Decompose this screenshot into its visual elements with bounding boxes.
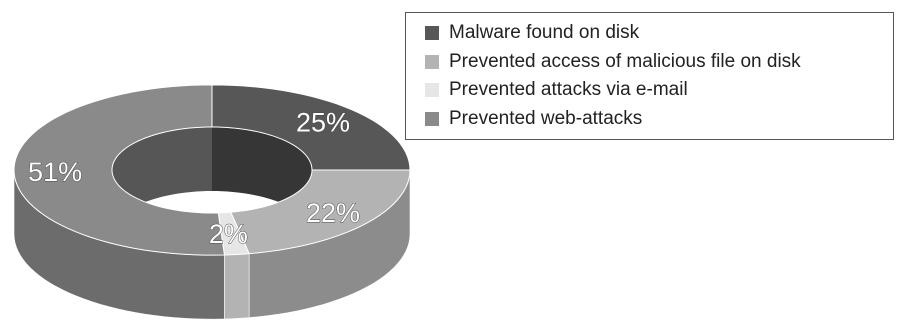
donut-top-faces (13, 84, 411, 256)
legend-label: Prevented web-attacks (449, 107, 643, 129)
legend: Malware found on disk Prevented access o… (405, 12, 894, 140)
slice-value-label: 2% (209, 219, 248, 249)
legend-swatch-malware-found-on-disk (425, 26, 439, 41)
legend-swatch-prevented-attacks-via-email (425, 83, 439, 98)
legend-label: Prevented access of malicious file on di… (449, 50, 801, 72)
slice-inner-wall-0 (212, 127, 312, 234)
legend-label: Prevented attacks via e-mail (449, 79, 688, 101)
legend-swatch-prevented-web-attacks (425, 111, 439, 126)
legend-item-prevented-access-of-malicious-file: Prevented access of malicious file on di… (425, 48, 893, 77)
donut-labels: 25% 22% 2% 51% (28, 107, 361, 250)
legend-item-prevented-attacks-via-email: Prevented attacks via e-mail (425, 76, 893, 105)
legend-swatch-prevented-access-of-malicious-file (425, 54, 439, 69)
slice-prevented-web-attacks (13, 84, 226, 256)
slice-inner-wall-3 (112, 127, 212, 234)
slice-value-label: 25% (296, 107, 350, 137)
legend-item-malware-found-on-disk: Malware found on disk (425, 19, 893, 48)
legend-item-prevented-web-attacks: Prevented web-attacks (425, 105, 893, 134)
slice-value-label: 22% (306, 198, 360, 228)
donut-hole-wall (112, 127, 312, 234)
legend-label: Malware found on disk (449, 22, 640, 44)
slice-side-2 (224, 253, 250, 320)
slice-value-label: 51% (28, 157, 82, 187)
